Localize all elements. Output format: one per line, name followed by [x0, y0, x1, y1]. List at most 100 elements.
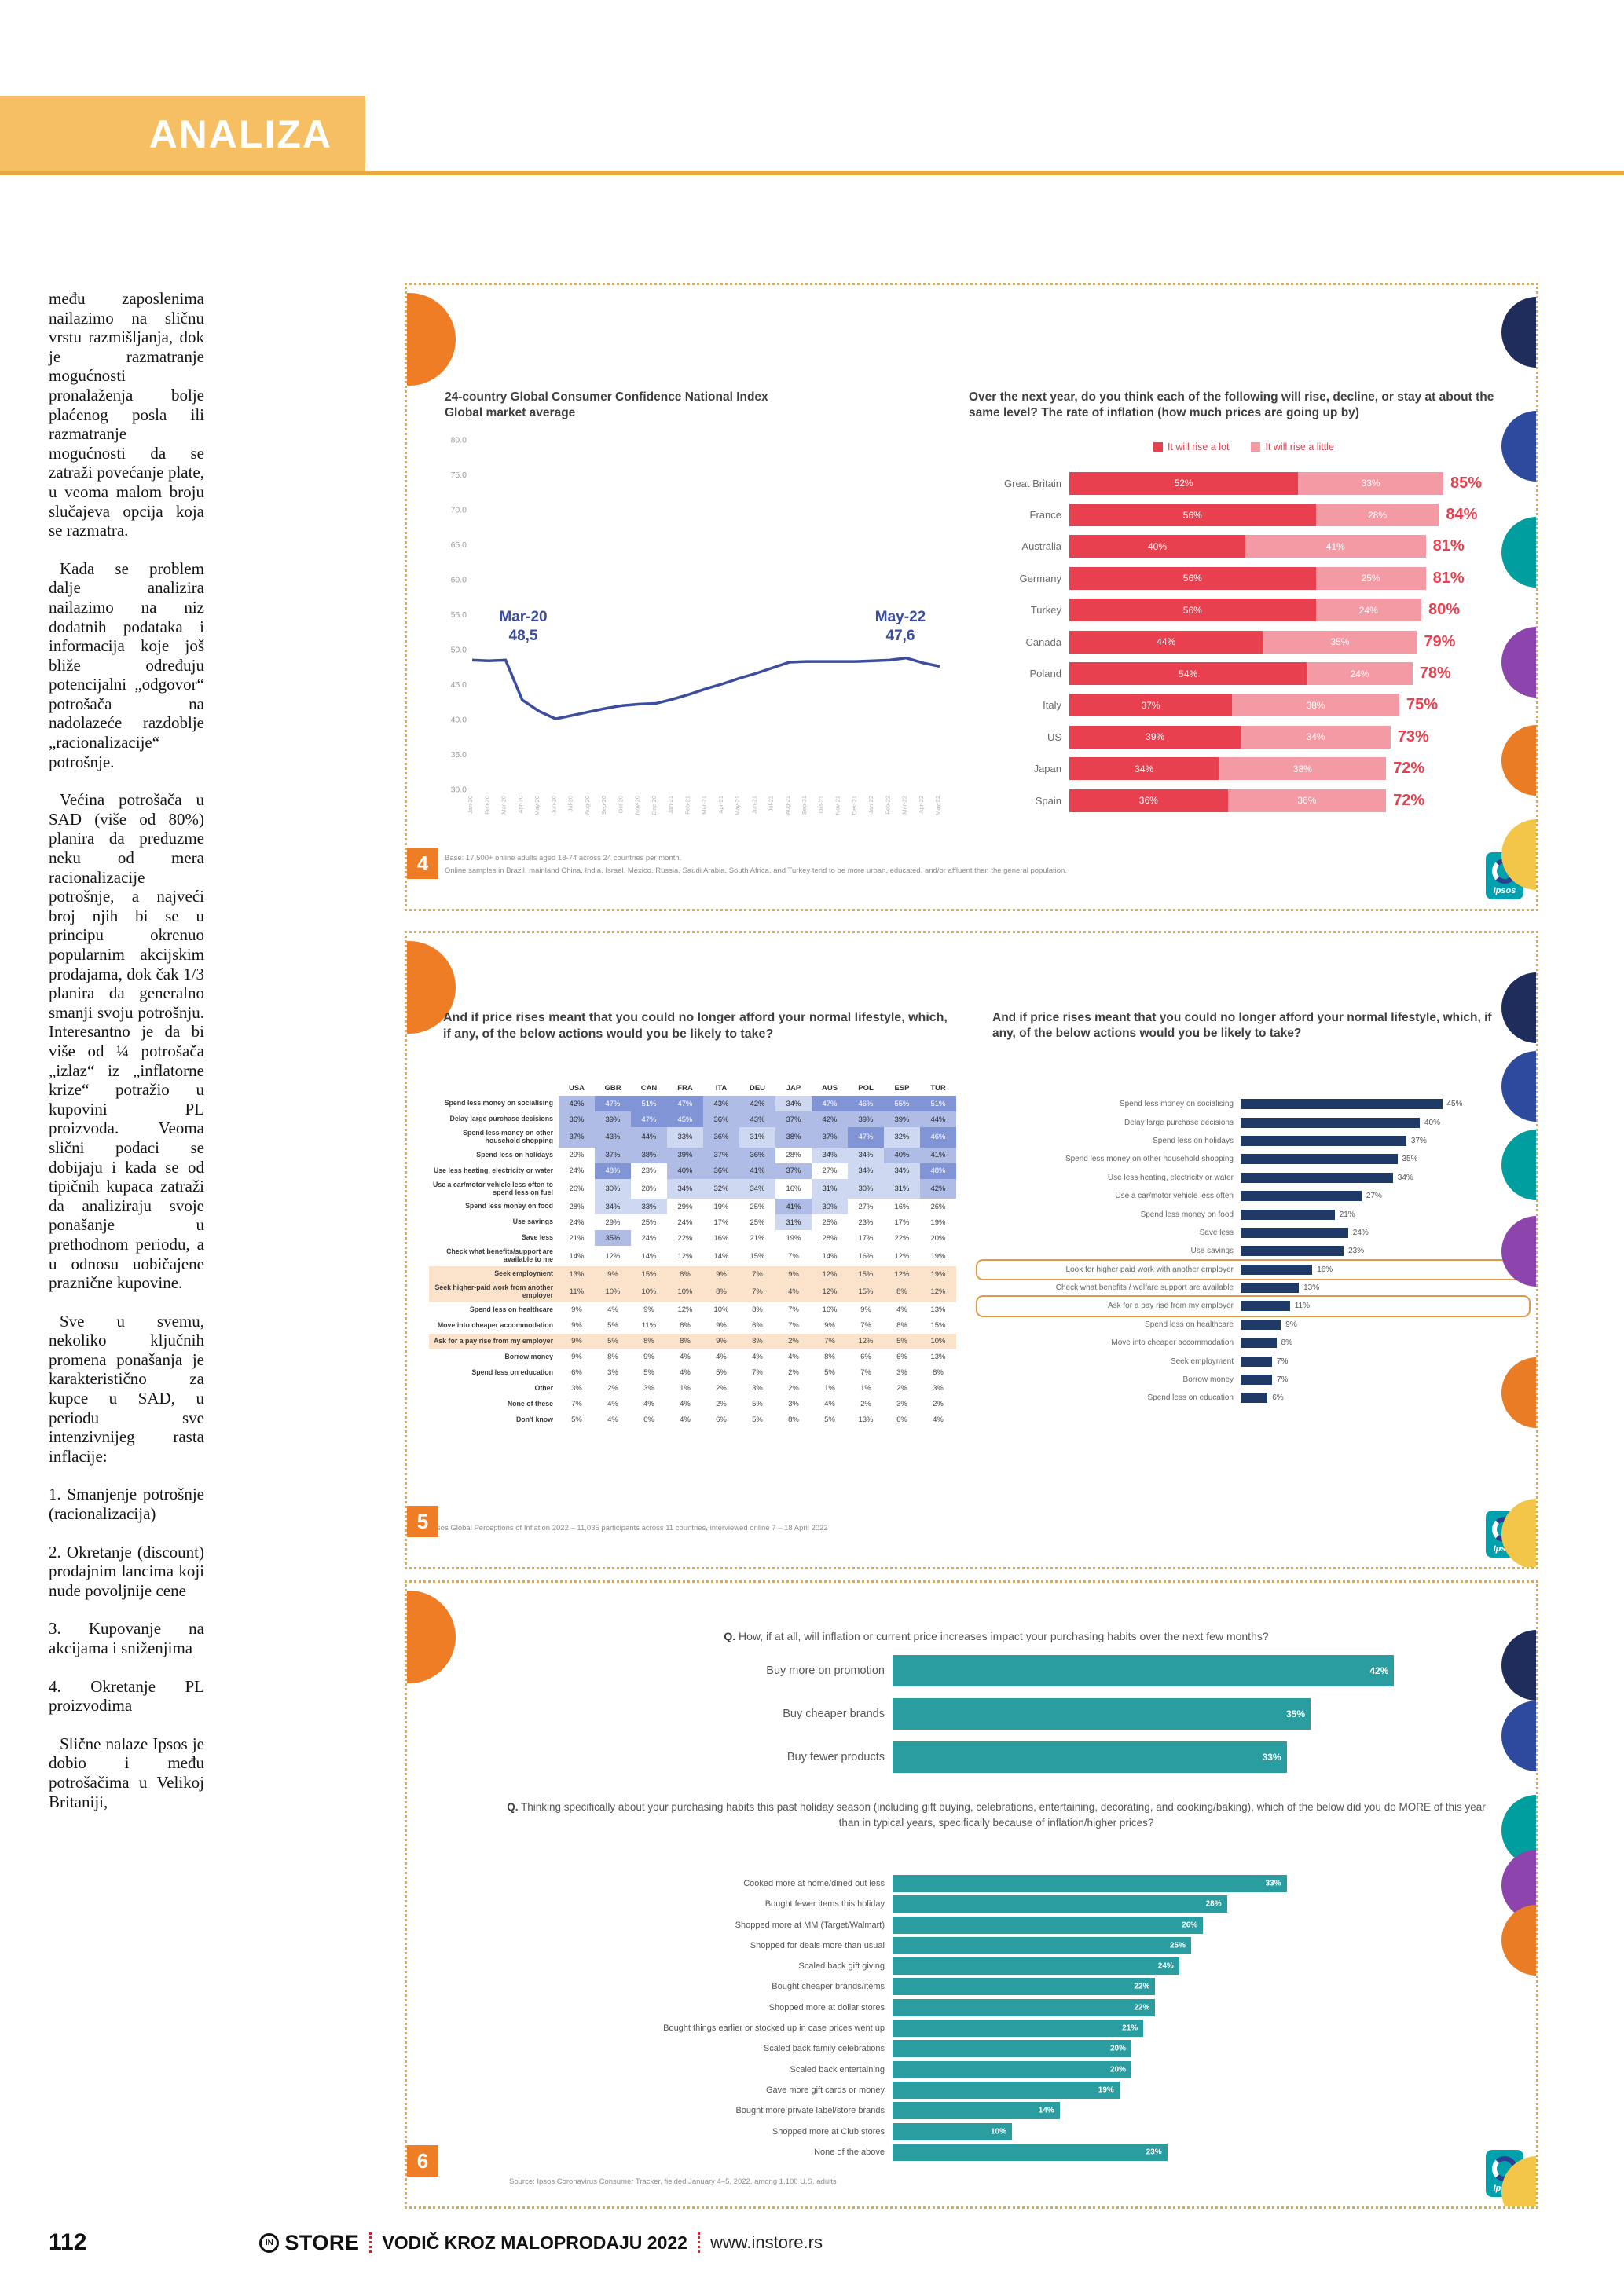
table-cell: 40% — [884, 1147, 920, 1163]
x-tick-label: Aug-20 — [584, 796, 591, 815]
table-cell: 14% — [822, 1251, 838, 1261]
row-label: Don't know — [515, 1415, 553, 1423]
table-cell: 17% — [713, 1218, 729, 1227]
y-tick-label: 50.0 — [451, 646, 467, 655]
avg-bar-value: 7% — [1276, 1375, 1289, 1385]
habit-bar-row: Scaled back family celebrations 20% — [407, 2040, 1536, 2058]
question-2-bars: Cooked more at home/dined out less 33% Bou… — [407, 1875, 1536, 2164]
row-label: Spend less on education — [471, 1368, 553, 1376]
corner-circle-decoration — [407, 293, 456, 386]
table-cell: 19% — [930, 1251, 946, 1261]
avg-bar — [1241, 1375, 1272, 1386]
x-tick-label: Nov-20 — [634, 796, 641, 815]
y-tick-label: 75.0 — [451, 471, 467, 480]
avg-bar-row: Spend less money on food 21% — [973, 1205, 1531, 1223]
table-row: Use less heating, electricity or water 24… — [429, 1163, 956, 1179]
table-cell: 4% — [775, 1282, 812, 1302]
table-cell: 5% — [716, 1368, 727, 1378]
avg-bar — [1241, 1117, 1420, 1128]
table-row: Save less 21% 35% 24% 22% 16% 21% 19% 28% 17% 22% 2… — [429, 1230, 956, 1247]
habit-bar-value: 42% — [1369, 1665, 1389, 1676]
avg-bar-label: Spend less on healthcare — [1145, 1320, 1234, 1329]
y-tick-label: 40.0 — [451, 716, 467, 725]
stacked-bar: 39% 34% — [1069, 725, 1391, 749]
table-cell: 2% — [860, 1400, 871, 1409]
x-tick-label: Jan-22 — [867, 796, 874, 814]
table-cell: 39% — [595, 1111, 631, 1127]
avg-bar-row: Spend less on holidays 37% — [973, 1132, 1531, 1150]
country-bar-row: France 56% 28% 84% — [969, 499, 1531, 530]
table-cell: 43% — [739, 1111, 775, 1127]
avg-bar-row: Use savings 23% — [973, 1242, 1531, 1260]
table-cell: 12% — [920, 1282, 956, 1302]
panel-number-badge: 6 — [407, 2145, 438, 2177]
x-tick-label: Jan-21 — [667, 796, 674, 814]
habit-bar-row: Cooked more at home/dined out less 33% — [407, 1875, 1536, 1892]
table-cell: 27% — [858, 1202, 874, 1211]
country-bar-row: Germany 56% 25% 81% — [969, 562, 1531, 594]
habit-bar-label: Cooked more at home/dined out less — [743, 1879, 885, 1888]
habit-bar-label: Scaled back entertaining — [790, 2064, 885, 2074]
habit-bar: 10% — [893, 2122, 1012, 2140]
table-cell: 12% — [605, 1251, 621, 1261]
table-cell: 51% — [920, 1096, 956, 1111]
habit-bar: 33% — [893, 1875, 1287, 1892]
table-cell: 3% — [896, 1368, 907, 1378]
table-row: Spend less on education 6% 3% 5% 4% 5% 7% 2% 5% 7… — [429, 1365, 956, 1381]
table-cell: 15% — [848, 1282, 884, 1302]
table-cell: 9% — [860, 1305, 871, 1315]
table-cell: 10% — [631, 1282, 667, 1302]
country-label: Japan — [1033, 763, 1061, 775]
country-total: 81% — [1432, 537, 1465, 555]
panel-consumer-confidence: 24-country Global Consumer Confidence Na… — [405, 283, 1538, 911]
table-cell: 4% — [607, 1305, 618, 1315]
table-cell: 29% — [569, 1151, 585, 1160]
table-cell: 4% — [607, 1415, 618, 1425]
column-header: JAP — [786, 1084, 801, 1093]
x-tick-label: May-20 — [533, 796, 541, 815]
table-cell: 7% — [739, 1282, 775, 1302]
avg-bar-value: 21% — [1339, 1210, 1355, 1219]
table-cell: 14% — [713, 1251, 729, 1261]
habit-bar-row: Bought fewer items this holiday 28% — [407, 1895, 1536, 1913]
table-cell: 8% — [896, 1321, 907, 1331]
table-row: Don't know 5% 4% 6% 4% 6% 5% 8% 5% 13% 6% 4% — [429, 1412, 956, 1428]
habit-bar: 19% — [893, 2081, 1120, 2099]
table-cell: 44% — [631, 1127, 667, 1148]
table-cell: 10% — [713, 1305, 729, 1315]
store-wordmark: STORE — [284, 2230, 360, 2254]
table-cell: 37% — [559, 1127, 595, 1148]
avg-bar — [1241, 1227, 1348, 1238]
table-cell: 21% — [750, 1233, 765, 1243]
avg-bar — [1241, 1283, 1300, 1294]
confidence-line-svg: 80.0 75.0 70.0 65.0 60.0 55.0 50.0 45.0 40.0 35.0… — [451, 436, 941, 816]
table-cell: 19% — [930, 1218, 946, 1227]
table-cell: 8% — [788, 1415, 799, 1425]
table-cell: 4% — [643, 1400, 654, 1409]
avg-bar-value: 6% — [1272, 1393, 1284, 1403]
country-total: 80% — [1428, 601, 1461, 619]
table-cell: 31% — [884, 1178, 920, 1199]
avg-bar-label: Ask for a pay rise from my employer — [1107, 1302, 1234, 1311]
avg-bar-row: Look for higher paid work with another e… — [973, 1258, 1531, 1281]
avg-bar-label: Spend less on education — [1147, 1393, 1234, 1403]
habit-bar-value: 10% — [990, 2127, 1006, 2137]
column-header: POL — [858, 1084, 874, 1093]
avg-bar-label: Spend less money on food — [1140, 1210, 1234, 1219]
table-cell: 12% — [848, 1333, 884, 1349]
avg-bar-value: 34% — [1397, 1173, 1413, 1182]
table-cell: 7% — [739, 1266, 775, 1283]
row-label: Seek employment — [429, 1266, 559, 1283]
habit-bar-row: Scaled back gift giving 24% — [407, 1957, 1536, 1976]
avg-bar-label: Check what benefits / welfare support ar… — [1055, 1283, 1234, 1293]
habit-bar-value: 20% — [1109, 2065, 1126, 2074]
table-cell: 12% — [677, 1251, 693, 1261]
table-row: Other 3% 2% 3% 1% 2% 3% 2% 1% 1% 2% 3% — [429, 1381, 956, 1397]
avg-bar — [1241, 1099, 1443, 1110]
table-cell: 36% — [703, 1111, 739, 1127]
panel-number-badge: 4 — [407, 848, 438, 879]
table-cell: 27% — [822, 1166, 838, 1176]
table-cell: 9% — [643, 1353, 654, 1362]
article-paragraph: među zaposlenima nailazimo na sličnu vrs… — [49, 289, 204, 540]
habit-bar-value: 14% — [1038, 2106, 1054, 2115]
